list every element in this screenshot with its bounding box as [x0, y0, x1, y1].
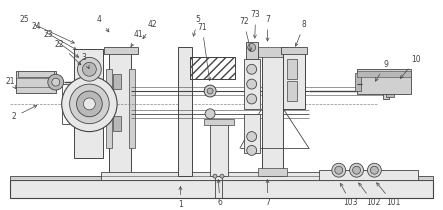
Circle shape [247, 146, 256, 155]
Text: 3: 3 [81, 53, 89, 69]
Bar [104, 46, 138, 54]
Circle shape [220, 174, 224, 178]
Text: 9: 9 [375, 60, 389, 81]
Circle shape [62, 76, 117, 132]
Circle shape [370, 166, 378, 174]
Text: 4: 4 [97, 15, 109, 32]
Bar [284, 50, 305, 109]
Circle shape [207, 88, 213, 94]
Circle shape [247, 79, 256, 89]
Circle shape [70, 84, 109, 124]
Circle shape [83, 98, 95, 110]
Bar [106, 69, 112, 148]
Bar [288, 59, 297, 79]
Text: 24: 24 [31, 22, 76, 50]
Bar [244, 59, 260, 109]
Circle shape [204, 85, 216, 97]
Bar [101, 172, 378, 180]
Bar [109, 50, 131, 176]
Circle shape [82, 62, 96, 76]
Text: 8: 8 [295, 20, 307, 46]
Bar [210, 122, 228, 176]
Text: 7: 7 [265, 15, 270, 41]
Bar [246, 42, 258, 59]
Bar [258, 47, 288, 57]
Bar [261, 50, 284, 176]
Bar [244, 114, 260, 153]
Text: 101: 101 [377, 183, 400, 207]
Bar [10, 180, 433, 198]
Bar [113, 116, 121, 131]
Text: 7: 7 [265, 180, 270, 207]
Text: 25: 25 [19, 15, 74, 43]
Bar [10, 176, 433, 180]
Bar [16, 71, 56, 93]
Circle shape [213, 174, 217, 178]
Circle shape [247, 94, 256, 104]
Bar [354, 73, 361, 91]
Text: 1: 1 [178, 187, 183, 209]
Circle shape [52, 78, 60, 86]
Circle shape [247, 132, 256, 142]
Bar [288, 81, 297, 101]
Circle shape [353, 166, 361, 174]
Circle shape [335, 166, 343, 174]
Circle shape [332, 163, 346, 177]
Bar [281, 46, 307, 54]
Text: 102: 102 [359, 183, 381, 207]
Bar [383, 83, 389, 99]
Text: 6: 6 [217, 180, 222, 207]
Bar [190, 57, 235, 79]
Circle shape [77, 91, 102, 117]
Bar [258, 168, 288, 176]
Circle shape [205, 109, 215, 119]
Bar [74, 50, 103, 158]
Circle shape [247, 64, 256, 74]
Circle shape [248, 43, 256, 51]
Circle shape [48, 74, 64, 90]
Bar [357, 71, 411, 77]
Bar [129, 69, 135, 148]
Bar [190, 57, 235, 79]
Text: 73: 73 [251, 10, 260, 38]
Bar [319, 170, 418, 180]
Text: 41: 41 [131, 30, 144, 47]
Text: 2: 2 [12, 105, 37, 121]
Text: 72: 72 [239, 17, 252, 51]
Bar [357, 69, 411, 94]
Text: 21: 21 [5, 77, 16, 89]
Bar [179, 47, 192, 176]
Circle shape [350, 163, 364, 177]
Text: 10: 10 [400, 55, 421, 78]
Circle shape [367, 163, 381, 177]
Text: 71: 71 [198, 23, 211, 81]
Text: 5: 5 [193, 15, 201, 36]
Bar [204, 119, 234, 125]
Circle shape [78, 57, 101, 81]
Text: 23: 23 [43, 30, 78, 57]
Text: 42: 42 [143, 20, 158, 39]
Text: 103: 103 [340, 183, 358, 207]
Bar [113, 74, 121, 89]
Bar [386, 85, 394, 97]
Bar [18, 71, 54, 77]
Text: 22: 22 [55, 40, 81, 65]
